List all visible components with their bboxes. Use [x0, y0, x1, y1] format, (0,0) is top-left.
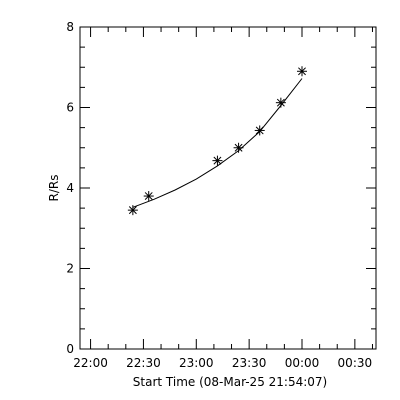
data-point: [254, 125, 265, 136]
x-tick-label: 00:30: [338, 356, 373, 370]
data-point: [275, 97, 286, 108]
data-points-layer: [127, 66, 307, 216]
asterisk-stroke: [144, 192, 153, 201]
y-tick-label: 8: [66, 20, 74, 34]
plot-border: [79, 26, 377, 350]
y-axis-tick-labels: 0 2 4 6 8: [66, 20, 74, 356]
x-tick-label: 22:30: [126, 356, 161, 370]
data-point: [127, 205, 138, 216]
y-tick-label: 2: [66, 262, 74, 276]
asterisk-stroke: [234, 143, 243, 152]
data-point: [212, 155, 223, 166]
asterisk-stroke: [255, 126, 264, 135]
x-axis-label: Start Time (08-Mar-25 21:54:07): [133, 375, 327, 389]
x-tick-label: 22:00: [73, 356, 108, 370]
asterisk-stroke: [276, 98, 285, 107]
y-axis-ticks: [80, 26, 376, 350]
plot-frame: [79, 26, 377, 350]
x-tick-label: 23:00: [179, 356, 214, 370]
fit-curve-layer: [132, 78, 303, 208]
data-point: [233, 142, 244, 153]
x-axis-ticks: [90, 27, 373, 349]
y-tick-label: 6: [66, 101, 74, 115]
y-axis-label: R/Rs: [47, 175, 61, 202]
x-axis-tick-labels: 22:00 22:30 23:00 23:30 00:00 00:30: [73, 356, 372, 370]
y-tick-label: 0: [66, 342, 74, 356]
asterisk-stroke: [298, 67, 306, 76]
x-tick-label: 23:30: [232, 356, 267, 370]
x-tick-label: 00:00: [285, 356, 320, 370]
y-tick-label: 4: [66, 181, 74, 195]
data-point: [143, 191, 154, 202]
asterisk-stroke: [213, 156, 222, 165]
data-point: [297, 66, 307, 77]
asterisk-stroke: [128, 206, 137, 215]
fit-curve-line: [132, 78, 303, 208]
